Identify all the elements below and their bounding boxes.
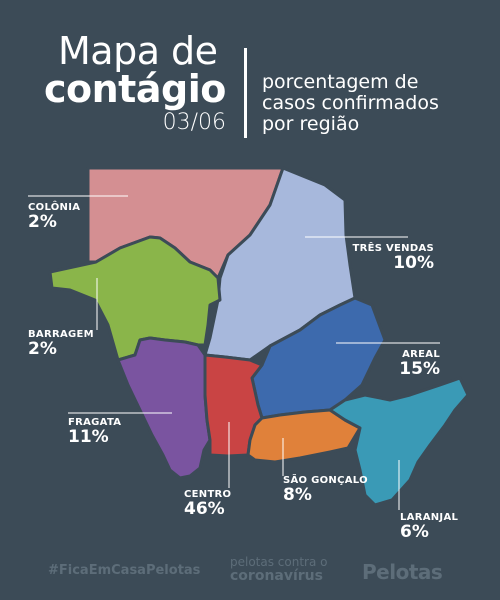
page-title-line1: Mapa de [58, 29, 218, 73]
region-percent-centro: 46% [184, 499, 225, 519]
label-sao-goncalo: SÃO GONÇALO 8% [283, 476, 368, 504]
footer-campaign-line2: coronavírus [230, 567, 323, 584]
region-barragem[interactable] [48, 235, 222, 362]
subtitle-line-1: porcentagem de [262, 71, 419, 93]
region-name-centro: CENTRO [184, 489, 232, 500]
region-percent-fragata: 11% [68, 427, 109, 447]
region-name-barragem: BARRAGEM [28, 329, 94, 340]
region-percent-sao-goncalo: 8% [283, 485, 312, 505]
region-name-tres-vendas: TRÊS VENDAS [352, 243, 434, 254]
region-name-colonia: COLÔNIA [28, 202, 81, 213]
label-centro: CENTRO 46% [184, 490, 231, 518]
region-name-laranjal: LARANJAL [400, 512, 459, 523]
region-percent-barragem: 2% [28, 339, 57, 359]
label-areal: AREAL 15% [370, 350, 440, 378]
region-fragata[interactable] [116, 336, 212, 480]
label-colonia: COLÔNIA 2% [28, 203, 80, 231]
footer-hashtag: #FicaEmCasaPelotas [48, 563, 201, 578]
region-percent-areal: 15% [399, 359, 440, 379]
region-name-fragata: FRAGATA [68, 417, 122, 428]
region-sao-goncalo[interactable] [246, 408, 362, 464]
label-fragata: FRAGATA 11% [68, 418, 121, 446]
page-title-line2: contágio [44, 67, 226, 111]
footer-campaign-logo: pelotas contra o coronavírus [230, 556, 328, 583]
subtitle-line-3: por região [262, 112, 360, 135]
region-laranjal[interactable] [328, 376, 470, 507]
footer-campaign-line1: pelotas contra o [230, 555, 328, 569]
subtitle: porcentagem de casos confirmados por reg… [262, 72, 482, 135]
region-percent-laranjal: 6% [400, 522, 429, 542]
pelotas-logo: Pelotas [362, 560, 443, 584]
region-name-sao-goncalo: SÃO GONÇALO [283, 475, 368, 486]
label-barragem: BARRAGEM 2% [28, 330, 94, 358]
header-divider [244, 48, 247, 138]
region-name-areal: AREAL [402, 349, 440, 360]
region-tres-vendas[interactable] [203, 166, 357, 362]
label-tres-vendas: TRÊS VENDAS 10% [328, 244, 434, 272]
subtitle-line-2: casos confirmados [262, 91, 439, 114]
label-laranjal: LARANJAL 6% [400, 513, 458, 541]
region-percent-colonia: 2% [28, 212, 57, 232]
date-label: 03/06 [162, 110, 226, 135]
region-percent-tres-vendas: 10% [393, 253, 434, 273]
